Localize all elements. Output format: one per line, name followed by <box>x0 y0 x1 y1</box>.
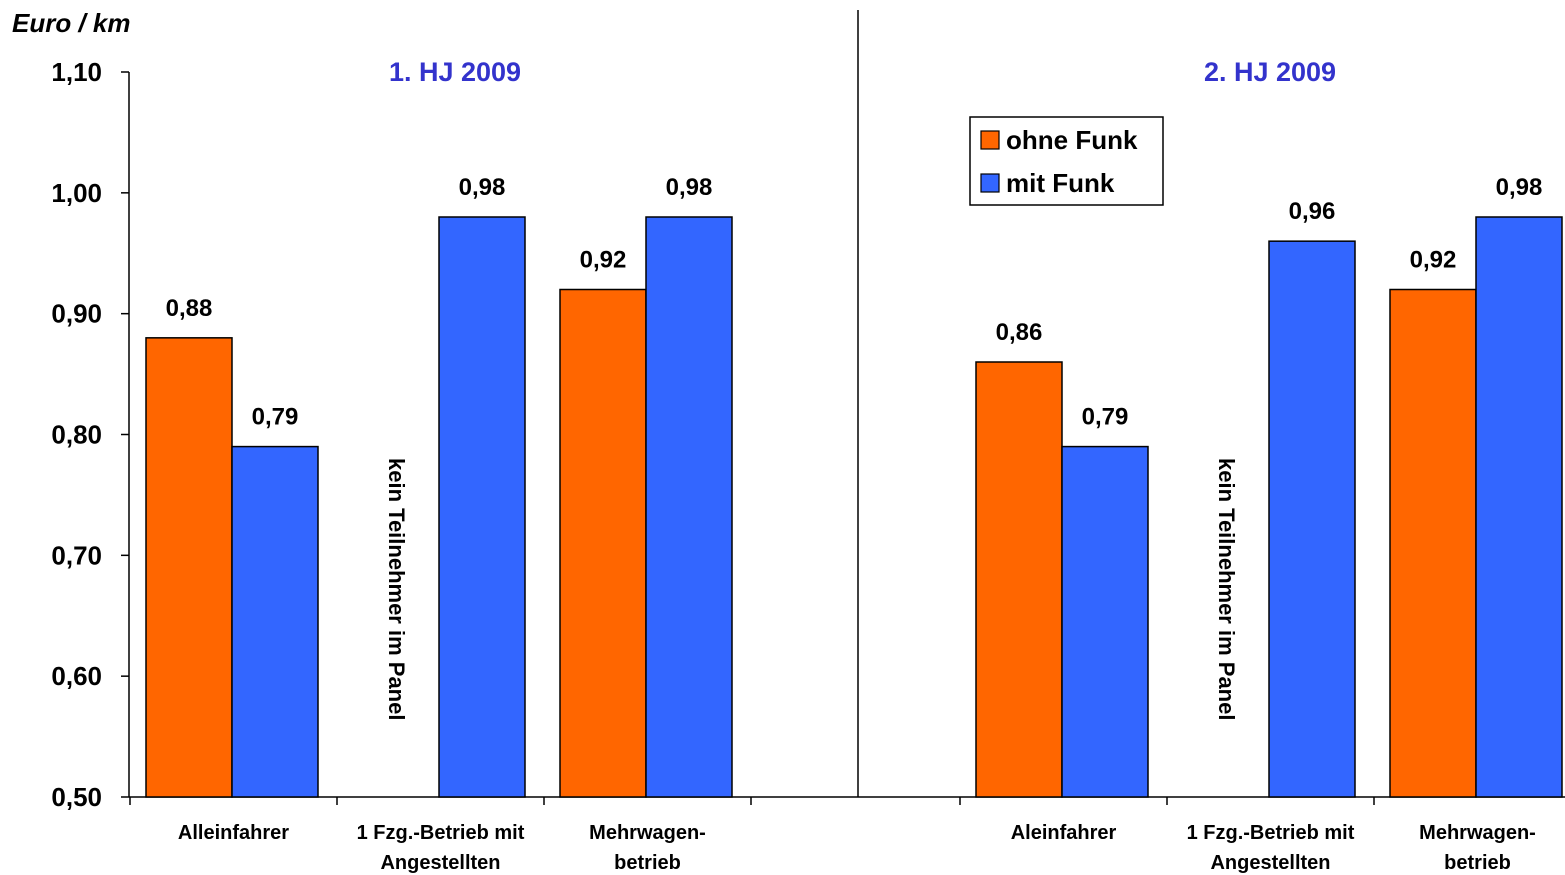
bar-mit-funk <box>1475 216 1563 798</box>
bar-ohne-funk <box>145 337 233 798</box>
bar-ohne-funk <box>1389 288 1477 798</box>
labels-group: 0,50 0,60 0,70 0,80 0,90 1,00 1,10 Euro / km 1. … <box>12 8 1542 874</box>
category-label: Angestellten <box>1210 852 1330 874</box>
category-label: 1 Fzg.-Betrieb mit <box>1187 822 1355 844</box>
no-participant-note: kein Teilnehmer im Panel <box>384 458 409 720</box>
data-label: 0,86 <box>996 319 1043 346</box>
y-tick-label: 0,80 <box>51 420 102 450</box>
panel-title: 2. HJ 2009 <box>1204 57 1336 87</box>
legend-swatch <box>980 173 1000 193</box>
bar-ohne-funk <box>559 288 647 798</box>
legend-label: mit Funk <box>1006 168 1115 198</box>
category-label: betrieb <box>614 852 681 874</box>
bar-mit-funk <box>645 216 733 798</box>
category-label: Aleinfahrer <box>1011 822 1117 844</box>
y-tick-label: 0,70 <box>51 540 102 570</box>
bar-ohne-funk <box>975 361 1063 798</box>
legend-box <box>969 116 1164 206</box>
bar-mit-funk <box>231 445 319 798</box>
bars-group <box>145 216 1563 798</box>
bar-mit-funk <box>438 216 526 798</box>
data-label: 0,98 <box>1496 174 1543 201</box>
data-label: 0,92 <box>580 247 627 274</box>
category-label: Angestellten <box>380 852 500 874</box>
no-participant-note: kein Teilnehmer im Panel <box>1214 458 1239 720</box>
legend-label: ohne Funk <box>1006 125 1138 155</box>
panel-title: 1. HJ 2009 <box>389 57 521 87</box>
bar-mit-funk <box>1061 445 1149 798</box>
category-label: Mehrwagen- <box>589 822 706 844</box>
data-label: 0,98 <box>459 174 506 201</box>
data-label: 0,92 <box>1410 247 1457 274</box>
y-tick-label: 0,50 <box>51 782 102 812</box>
y-tick-label: 0,60 <box>51 661 102 691</box>
bar-mit-funk <box>1268 240 1356 798</box>
data-label: 0,98 <box>666 174 713 201</box>
y-tick-label: 1,00 <box>51 178 102 208</box>
data-label: 0,96 <box>1289 198 1336 225</box>
y-axis-label: Euro / km <box>12 8 130 38</box>
data-label: 0,88 <box>166 295 213 322</box>
y-tick-label: 1,10 <box>51 57 102 87</box>
legend-swatch <box>980 130 1000 150</box>
data-label: 0,79 <box>1082 404 1129 431</box>
category-label: 1 Fzg.-Betrieb mit <box>357 822 525 844</box>
data-label: 0,79 <box>252 404 299 431</box>
category-label: Alleinfahrer <box>178 822 289 844</box>
category-label: Mehrwagen- <box>1419 822 1536 844</box>
category-label: betrieb <box>1444 852 1511 874</box>
y-tick-label: 0,90 <box>51 299 102 329</box>
